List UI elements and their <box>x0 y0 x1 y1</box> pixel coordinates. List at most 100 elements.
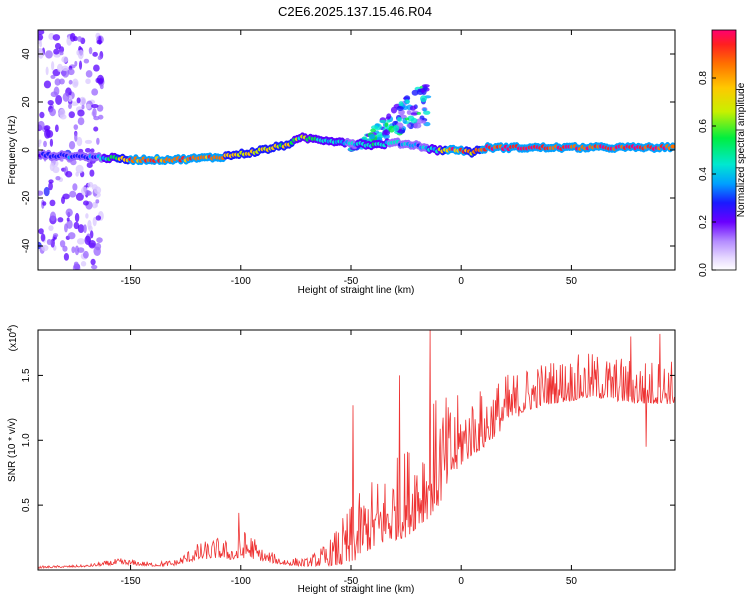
noise-speckle <box>48 225 54 232</box>
harmonic-blob <box>415 118 424 124</box>
noise-speckle <box>65 171 73 178</box>
harmonic-blob <box>386 113 392 119</box>
harmonic-blob <box>404 117 410 121</box>
noise-speckle <box>71 246 76 254</box>
snr-x-tick-label: -100 <box>231 576 251 587</box>
harmonic-blob <box>379 119 387 124</box>
colorbar-tick-label: 0.2 <box>698 215 709 229</box>
noise-speckle <box>74 60 78 67</box>
spectrogram-x-tick-label: -100 <box>231 276 251 287</box>
snr-xlabel: Height of straight line (km) <box>298 584 415 595</box>
noise-speckle <box>72 35 78 42</box>
noise-speckle <box>62 92 70 102</box>
spectrogram-y-tick-label: 0 <box>21 147 32 153</box>
noise-speckle <box>39 111 45 119</box>
noise-speckle <box>74 245 80 256</box>
trace-core <box>670 144 675 149</box>
noise-speckle <box>85 213 89 219</box>
noise-speckle <box>73 124 79 130</box>
noise-speckle <box>38 228 44 235</box>
snr-x-tick-label: -150 <box>121 576 141 587</box>
noise-speckle <box>43 140 47 148</box>
noise-speckle <box>76 136 83 147</box>
noise-speckle <box>69 190 77 198</box>
harmonic-blob <box>409 105 416 111</box>
noise-speckle <box>52 233 59 238</box>
harmonic-blob <box>406 110 412 115</box>
noise-speckle <box>88 47 93 55</box>
harmonic-blob <box>411 89 419 96</box>
noise-speckle <box>57 63 63 73</box>
noise-speckle <box>46 238 52 246</box>
colorbar-label: Normalized spectral amplitude <box>736 82 747 217</box>
noise-speckle <box>82 250 89 259</box>
noise-speckle <box>59 51 64 56</box>
spectrogram-x-tick-label: 0 <box>458 276 464 287</box>
noise-speckle <box>96 237 103 244</box>
noise-speckle <box>76 97 81 104</box>
noise-speckle <box>78 96 87 106</box>
noise-speckle <box>43 125 51 131</box>
harmonic-blob <box>396 106 404 111</box>
noise-speckle <box>91 88 99 96</box>
noise-speckle <box>49 199 56 207</box>
noise-speckle <box>62 245 68 252</box>
noise-speckle <box>70 101 79 106</box>
noise-speckle <box>54 42 62 50</box>
harmonic-blob <box>386 119 391 123</box>
noise-speckle <box>38 139 42 144</box>
colorbar: 0.0 0.2 0.4 0.6 0.8 Normalized spectral ampl… <box>698 29 747 277</box>
spectrogram-x-tick-label: 50 <box>566 276 578 287</box>
snr-ylabel: SNR (10 * v/v) <box>7 418 18 482</box>
noise-speckle <box>93 64 100 72</box>
spectrogram-heatmap <box>38 30 675 270</box>
noise-speckle <box>38 30 45 35</box>
harmonic-blob <box>413 122 422 129</box>
noise-speckle <box>47 100 54 106</box>
noise-speckle <box>99 84 104 90</box>
noise-speckle <box>95 215 102 221</box>
harmonic-blob <box>369 134 376 140</box>
noise-speckle <box>61 56 69 63</box>
snr-scale-label: (x104) <box>7 325 19 352</box>
harmonic-blob <box>370 128 376 133</box>
harmonic-blob <box>393 124 400 132</box>
noise-speckle <box>68 79 73 85</box>
noise-speckle <box>73 81 78 87</box>
noise-speckle <box>84 139 93 144</box>
harmonic-blob <box>410 112 419 116</box>
noise-speckle <box>74 212 80 223</box>
harmonic-blob <box>422 107 427 112</box>
noise-speckle <box>44 128 51 139</box>
spectrogram-y-tick-label: -20 <box>21 190 32 205</box>
noise-speckle <box>83 58 90 64</box>
noise-speckle <box>89 169 95 177</box>
harmonic-blob <box>398 101 404 107</box>
noise-speckle <box>38 47 43 53</box>
noise-speckle <box>87 181 94 188</box>
noise-speckle <box>78 60 83 70</box>
noise-speckle <box>96 137 100 145</box>
noise-speckle <box>83 224 87 234</box>
snr-series-line <box>38 330 675 569</box>
noise-speckle <box>61 196 66 204</box>
noise-speckle <box>43 80 52 89</box>
noise-speckle <box>53 86 60 96</box>
spectrogram-y-tick-label: 40 <box>21 48 32 60</box>
spectrogram-panel: -150 -100 -50 0 50 -40 -20 0 20 40 Height of stra… <box>7 29 676 296</box>
harmonic-blob <box>416 111 421 115</box>
noise-speckle <box>54 78 61 86</box>
noise-speckle <box>48 182 53 191</box>
noise-speckle <box>49 211 57 222</box>
noise-speckle <box>75 192 84 201</box>
noise-speckle <box>86 162 93 169</box>
noise-speckle <box>77 148 84 154</box>
noise-speckle <box>72 183 78 191</box>
noise-speckle <box>45 66 49 76</box>
noise-speckle <box>74 132 78 142</box>
noise-speckle <box>53 48 60 55</box>
snr-y-tick-label: 1.5 <box>21 368 32 382</box>
harmonic-blob <box>420 95 427 103</box>
figure-title: C2E6.2025.137.15.46.R04 <box>278 4 432 19</box>
